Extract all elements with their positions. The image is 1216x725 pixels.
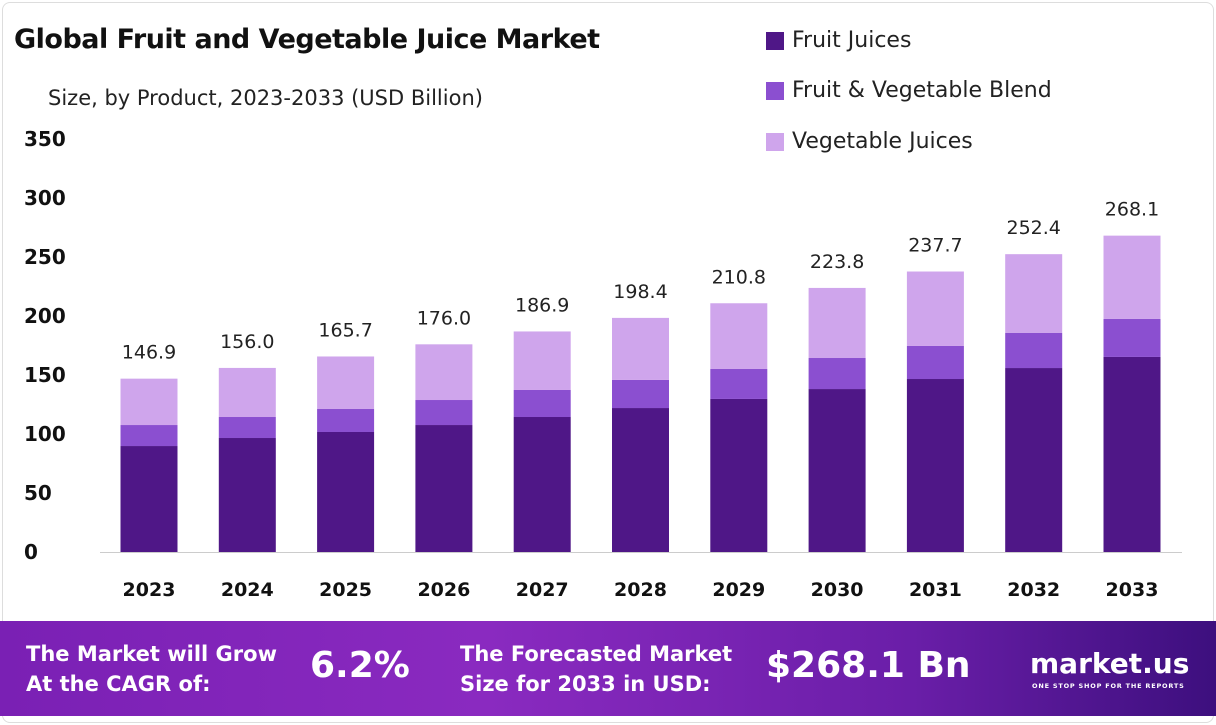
total-label: 268.1 <box>1105 199 1159 221</box>
bar-segment <box>906 345 964 380</box>
chart-title: Global Fruit and Vegetable Juice Market <box>14 24 600 55</box>
bar-segment <box>612 408 669 552</box>
x-tick-label: 2029 <box>712 579 765 601</box>
bar-segment <box>906 379 964 552</box>
brand-logo: market.us <box>1030 647 1190 680</box>
legend-label: Fruit & Vegetable Blend <box>792 78 1052 103</box>
bar-segment <box>218 438 276 552</box>
total-label: 237.7 <box>908 235 962 257</box>
bar-segment <box>1005 332 1063 369</box>
x-tick-label: 2033 <box>1106 579 1159 601</box>
bar-segment <box>513 389 571 418</box>
brand-tagline: ONE STOP SHOP FOR THE REPORTS <box>1032 682 1185 690</box>
x-tick-label: 2031 <box>909 579 962 601</box>
x-tick-label: 2023 <box>123 579 176 601</box>
x-tick-label: 2027 <box>516 579 569 601</box>
bar-segment <box>218 367 276 418</box>
x-tick-label: 2025 <box>319 579 372 601</box>
bar-segment <box>513 417 571 552</box>
legend-item-blend: Fruit & Vegetable Blend <box>766 78 1052 103</box>
total-label: 165.7 <box>318 319 372 341</box>
y-tick-label: 350 <box>24 127 66 151</box>
bar-segment <box>1103 318 1161 357</box>
bar-segment <box>120 446 178 552</box>
bar-segment <box>120 378 178 426</box>
y-tick-label: 150 <box>24 363 66 387</box>
total-label: 186.9 <box>515 294 569 316</box>
total-label: 176.0 <box>417 307 471 329</box>
forecast-label: The Forecasted Market Size for 2033 in US… <box>460 642 733 696</box>
bar-segment <box>1005 254 1063 333</box>
legend-swatch <box>766 31 784 50</box>
bar-segment <box>1103 356 1161 552</box>
x-tick-label: 2032 <box>1007 579 1060 601</box>
cagr-label: The Market will Grow At the CAGR of: <box>26 642 277 696</box>
x-tick-label: 2030 <box>811 579 864 601</box>
y-tick-label: 250 <box>24 245 66 269</box>
total-label: 252.4 <box>1006 217 1060 239</box>
y-tick-label: 300 <box>24 186 66 210</box>
bar-segment <box>415 344 473 401</box>
y-tick-label: 50 <box>24 481 52 505</box>
bar-segment <box>218 417 276 439</box>
legend-item-vegetable-juices: Vegetable Juices <box>766 129 973 154</box>
bar-segment <box>906 271 964 346</box>
stacked-bar-chart: 0 50 100 150 200 250 300 350 146.9 2023 156.0 2024 1… <box>24 127 1182 601</box>
legend-swatch <box>766 81 784 100</box>
bar-segment <box>612 379 669 409</box>
legend-swatch <box>766 132 784 151</box>
legend-item-fruit-juices: Fruit Juices <box>766 28 911 53</box>
total-label: 198.4 <box>613 281 667 303</box>
bar-segment <box>317 356 375 409</box>
total-label: 146.9 <box>122 342 176 364</box>
bar-segment <box>808 358 866 390</box>
chart-subtitle: Size, by Product, 2023-2033 (USD Billion… <box>48 86 483 110</box>
y-tick-label: 200 <box>24 304 66 328</box>
bar-segment <box>415 400 473 426</box>
legend-label: Vegetable Juices <box>792 129 973 154</box>
bar-segment <box>513 331 571 390</box>
bar-segment <box>710 368 768 399</box>
bar-segment <box>1005 368 1063 552</box>
y-tick-label: 100 <box>24 422 66 446</box>
cagr-value: 6.2% <box>310 645 410 686</box>
x-tick-label: 2028 <box>614 579 667 601</box>
bar-segment <box>120 425 178 447</box>
bar-segment <box>317 408 375 432</box>
total-label: 210.8 <box>712 266 766 288</box>
x-tick-label: 2024 <box>221 579 274 601</box>
bar-segment <box>317 431 375 552</box>
legend-label: Fruit Juices <box>792 28 912 53</box>
total-label: 156.0 <box>220 331 274 353</box>
bar-segment <box>710 398 768 552</box>
x-tick-label: 2026 <box>417 579 470 601</box>
forecast-value: $268.1 Bn <box>766 645 971 686</box>
bar-segment <box>612 317 669 380</box>
total-label: 223.8 <box>810 251 864 273</box>
footer-banner: The Market will Grow At the CAGR of: 6.2%… <box>0 621 1216 716</box>
bar-segment <box>710 303 768 369</box>
y-tick-label: 0 <box>24 540 38 564</box>
bar-segment <box>808 287 866 359</box>
bar-segment <box>415 425 473 552</box>
bar-segment <box>1103 235 1161 319</box>
bar-segment <box>808 389 866 552</box>
